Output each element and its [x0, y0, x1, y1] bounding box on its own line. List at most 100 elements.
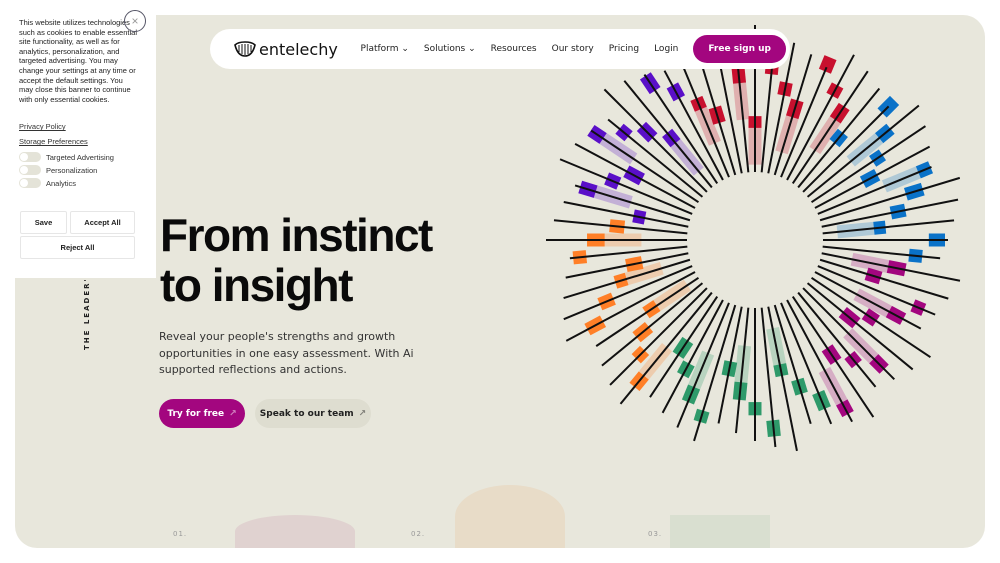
- radial-segment: [563, 265, 693, 321]
- radial-segment: [786, 54, 855, 181]
- radial-segment: [786, 299, 853, 423]
- radial-segment: [676, 302, 730, 428]
- nav-pricing[interactable]: Pricing: [608, 44, 640, 54]
- title-line-2: to insight: [160, 259, 353, 311]
- brand-logo[interactable]: entelechy: [234, 40, 338, 59]
- nav-platform[interactable]: Platform ⌄: [360, 44, 409, 54]
- cookie-banner: × This website utilizes technologies suc…: [0, 0, 156, 278]
- radial-segment: [569, 245, 688, 260]
- radial-segment: [590, 129, 700, 204]
- radial-segment: [802, 105, 890, 193]
- logo-icon: [234, 41, 256, 57]
- radial-segment: [767, 42, 796, 174]
- save-button[interactable]: Save: [20, 211, 67, 234]
- radial-segment: [559, 158, 693, 215]
- radial-segment: [623, 80, 713, 189]
- privacy-policy-link[interactable]: Privacy Policy: [19, 122, 66, 132]
- radial-segment: [609, 287, 708, 386]
- toggle-targeted-advertising[interactable]: Targeted Advertising: [19, 152, 137, 163]
- radial-segment: [814, 145, 931, 209]
- nav-solutions[interactable]: Solutions ⌄: [423, 44, 476, 54]
- radial-segment: [663, 70, 724, 181]
- nav-our-story[interactable]: Our story: [551, 44, 594, 54]
- radial-segment: [603, 88, 708, 193]
- radial-segment: [601, 282, 704, 367]
- close-icon[interactable]: ×: [124, 10, 146, 32]
- radial-segment: [693, 304, 737, 442]
- radial-segment: [780, 302, 833, 425]
- cookie-text: This website utilizes technologies such …: [19, 18, 137, 104]
- radial-segment: [563, 258, 691, 300]
- radial-segment: [595, 276, 700, 347]
- radial-segment: [767, 306, 798, 452]
- toggle-label: Analytics: [46, 178, 77, 188]
- accept-all-button[interactable]: Accept All: [70, 211, 135, 234]
- radial-segment: [819, 258, 949, 300]
- try-label: Try for free: [167, 408, 225, 419]
- top-nav: entelechy Platform ⌄ Solutions ⌄ Resourc…: [210, 29, 790, 69]
- radial-segment: [810, 125, 927, 204]
- radial-segment: [734, 307, 750, 434]
- radial-segment: [797, 87, 881, 189]
- decor-blob: [455, 485, 565, 548]
- radial-graphic: [546, 25, 961, 452]
- radial-segment: [821, 198, 959, 228]
- radial-segment: [791, 295, 875, 418]
- arrow-icon: ↗: [358, 408, 367, 419]
- radial-segment: [773, 54, 813, 176]
- radial-segment: [797, 291, 877, 388]
- brand-name: entelechy: [259, 39, 338, 59]
- hero-subtitle: Reveal your people's strengths and growt…: [159, 330, 414, 376]
- radial-segment: [806, 104, 920, 198]
- radial-segment: [814, 271, 922, 330]
- radial-segment: [791, 70, 869, 185]
- radial-segment: [806, 282, 914, 371]
- radial-segment: [661, 299, 724, 414]
- toggle-personalization[interactable]: Personalization: [19, 165, 137, 176]
- toggle-analytics[interactable]: Analytics: [19, 178, 137, 189]
- radial-segment: [817, 265, 936, 316]
- hero-title: From instinct to insight: [160, 209, 433, 311]
- toggle-label: Targeted Advertising: [46, 152, 114, 162]
- toggle-switch[interactable]: [19, 165, 41, 176]
- radial-segment: [553, 219, 688, 235]
- nav-resources[interactable]: Resources: [490, 44, 537, 54]
- radial-segment: [817, 165, 932, 215]
- toggle-label: Personalization: [46, 165, 98, 175]
- radial-segment: [760, 307, 777, 448]
- speak-to-team-button[interactable]: Speak to our team ↗: [255, 399, 371, 428]
- radial-segment: [649, 295, 719, 398]
- radial-segment: [574, 142, 696, 209]
- radial-segment: [717, 306, 743, 424]
- radial-segment: [565, 271, 696, 342]
- reject-all-button[interactable]: Reject All: [20, 236, 135, 259]
- feature-number: 01.: [173, 530, 188, 538]
- radial-segment: [607, 118, 704, 198]
- radial-segment: [822, 219, 955, 235]
- toggle-switch[interactable]: [19, 178, 41, 189]
- hero-section: [15, 15, 985, 548]
- radial-segment: [802, 287, 896, 381]
- radial-segment: [563, 200, 689, 228]
- decor-blob: [670, 515, 770, 548]
- feature-number: 03.: [648, 530, 663, 538]
- radial-segment: [810, 276, 931, 359]
- radial-segment: [565, 252, 689, 279]
- nav-login[interactable]: Login: [654, 44, 679, 54]
- try-for-free-button[interactable]: Try for free ↗: [159, 399, 245, 428]
- radial-segment: [819, 176, 961, 222]
- radial-segment: [619, 291, 713, 405]
- feature-number: 02.: [411, 530, 426, 538]
- radial-segment: [574, 184, 691, 222]
- radial-segment: [643, 73, 719, 185]
- title-line-1: From instinct: [160, 209, 433, 261]
- toggle-switch[interactable]: [19, 152, 41, 163]
- radial-segment: [821, 252, 961, 282]
- arrow-icon: ↗: [229, 408, 237, 419]
- radial-segment: [773, 304, 812, 425]
- radial-segment: [780, 66, 828, 178]
- decor-blob: [235, 515, 355, 548]
- radial-segment: [822, 245, 941, 260]
- free-signup-button[interactable]: Free sign up: [693, 35, 786, 63]
- storage-preferences-link[interactable]: Storage Preferences: [19, 137, 88, 147]
